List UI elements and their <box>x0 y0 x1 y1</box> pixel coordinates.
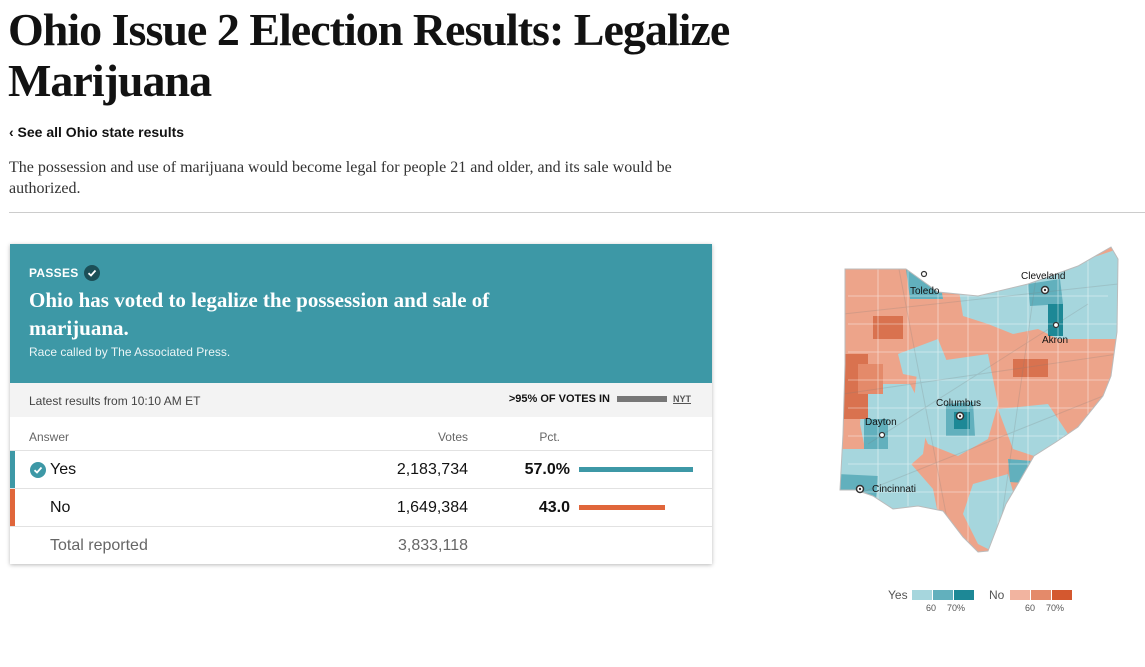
divider <box>9 212 1145 213</box>
legend-yes-swatch <box>954 590 974 600</box>
column-header-votes: Votes <box>437 430 468 444</box>
legend-yes-swatch <box>933 590 953 600</box>
svg-text:Cleveland: Cleveland <box>1021 271 1065 282</box>
table-row-yes: Yes 2,183,734 57.0% <box>10 450 712 489</box>
legend-no-swatch <box>1052 590 1072 600</box>
results-card: PASSES Ohio has voted to legalize the po… <box>10 244 712 564</box>
legend-yes-label: Yes <box>888 588 908 602</box>
result-headline: Ohio has voted to legalize the possessio… <box>29 288 490 340</box>
legend-tick: 60 <box>1025 603 1036 613</box>
no-share-bar <box>579 505 665 510</box>
result-status: PASSES <box>29 265 100 281</box>
answer-label: Yes <box>50 461 77 478</box>
legend-yes-swatch <box>912 590 932 600</box>
legend-tick: 60 <box>926 603 937 613</box>
vote-percent: 43.0 <box>538 499 570 516</box>
see-all-ohio-results-link[interactable]: ‹ See all Ohio state results <box>9 124 185 140</box>
city-cincinnati: Cincinnati <box>855 484 916 495</box>
answer-label: No <box>50 499 71 516</box>
votes-in-label: >95% OF VOTES IN <box>508 393 610 405</box>
svg-text:Toledo: Toledo <box>910 286 940 297</box>
svg-text:Dayton: Dayton <box>865 417 897 428</box>
svg-text:Cincinnati: Cincinnati <box>872 484 916 495</box>
result-status-label: PASSES <box>29 266 79 280</box>
total-votes: 3,833,118 <box>398 537 468 554</box>
reporting-status-bar: Latest results from 10:10 AM ET >95% OF … <box>10 383 712 417</box>
city-toledo: Toledo <box>910 270 940 297</box>
winner-marker <box>10 451 15 489</box>
page-title: Ohio Issue 2 Election Results: Legalize … <box>8 4 730 106</box>
legend-tick: 70% <box>947 603 966 613</box>
yes-share-bar <box>579 467 693 472</box>
answer-marker <box>10 489 15 527</box>
vote-count: 2,183,734 <box>396 461 468 478</box>
legend-no-label: No <box>989 588 1005 602</box>
city-dayton: Dayton <box>865 417 897 439</box>
svg-text:Columbus: Columbus <box>936 398 981 409</box>
total-label: Total reported <box>50 537 148 554</box>
votes-in-bar <box>617 396 667 402</box>
column-header-pct: Pct. <box>539 430 560 444</box>
result-banner: PASSES Ohio has voted to legalize the po… <box>10 244 712 383</box>
legend-no-swatch <box>1010 590 1030 600</box>
column-header-answer: Answer <box>29 430 70 444</box>
race-called-note: Race called by The Associated Press. <box>29 345 231 359</box>
checkmark-icon <box>83 265 100 281</box>
ohio-county-map[interactable]: Toledo Cleveland Akron Columbus Dayton C… <box>838 244 1120 556</box>
winner-check-icon <box>30 462 46 478</box>
city-cleveland: Cleveland <box>1021 271 1065 295</box>
nyt-estimate-link[interactable]: NYT <box>673 394 691 404</box>
measure-description: The possession and use of marijuana woul… <box>9 159 672 197</box>
svg-text:Akron: Akron <box>1042 335 1068 346</box>
vote-count: 1,649,384 <box>396 499 468 516</box>
vote-percent: 57.0% <box>524 461 570 478</box>
city-columbus: Columbus <box>936 398 981 421</box>
table-row-no: No 1,649,384 43.0 <box>10 488 712 527</box>
city-akron: Akron <box>1042 321 1068 346</box>
legend-no-swatch <box>1031 590 1051 600</box>
votes-in-indicator: >95% OF VOTES IN NYT <box>509 393 691 405</box>
legend-tick: 70% <box>1046 603 1065 613</box>
latest-results-time: Latest results from 10:10 AM ET <box>29 394 201 408</box>
table-row-total: Total reported 3,833,118 <box>10 526 712 565</box>
